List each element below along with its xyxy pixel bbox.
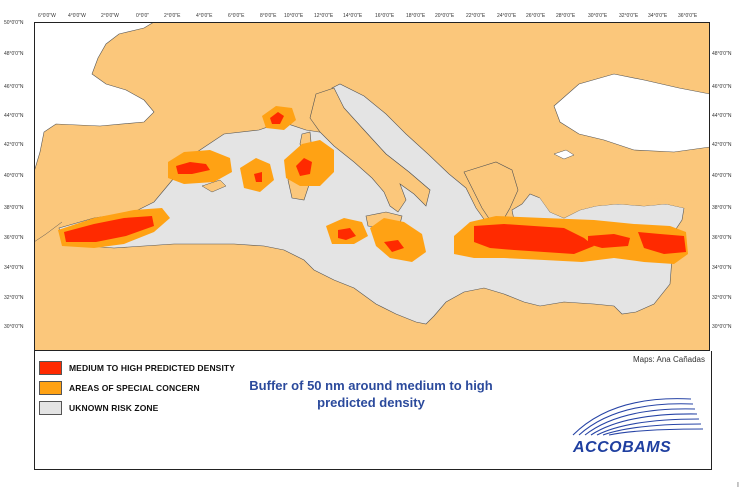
- lon-label: 14°0'0"E: [343, 13, 363, 19]
- lon-label: 8°0'0"E: [260, 13, 277, 19]
- legend-swatch: [39, 401, 62, 415]
- lat-label-left: 44°0'0"N: [4, 113, 24, 119]
- lon-label: 12°0'0"E: [314, 13, 334, 19]
- map-caption: Buffer of 50 nm around medium to high pr…: [231, 377, 511, 411]
- greece: [463, 161, 519, 223]
- lat-label-right: 46°0'0"N: [712, 84, 732, 90]
- lat-label-right: 48°0'0"N: [712, 51, 732, 57]
- lon-label: 20°0'0"E: [435, 13, 455, 19]
- density-levant: [638, 232, 686, 254]
- caption-line-2: predicted density: [317, 395, 425, 410]
- legend-item-unknown-risk: UKNOWN RISK ZONE: [39, 401, 158, 415]
- map-border-rect: [34, 22, 710, 351]
- caption-line-1: Buffer of 50 nm around medium to high: [249, 378, 493, 393]
- map-credit: Maps: Ana Cañadas: [632, 355, 705, 364]
- lon-label: 36°0'0"E: [678, 13, 698, 19]
- density-balearic: [176, 162, 210, 174]
- density-ligurian: [270, 112, 284, 124]
- logo-waves-icon: [572, 398, 704, 436]
- legend-panel: MEDIUM TO HIGH PREDICTED DENSITY AREAS O…: [34, 351, 712, 470]
- lon-label: 4°0'0"W: [68, 13, 86, 19]
- lat-label-left: 48°0'0"N: [4, 51, 24, 57]
- lon-label: 32°0'0"E: [619, 13, 639, 19]
- legend-item-special-concern: AREAS OF SPECIAL CONCERN: [39, 381, 200, 395]
- lon-label: 2°0'0"W: [101, 13, 119, 19]
- sea-of-marmara: [553, 149, 575, 160]
- lat-label-left: 34°0'0"N: [4, 265, 24, 271]
- lon-label: 24°0'0"E: [497, 13, 517, 19]
- density-alboran: [64, 216, 154, 242]
- black-sea: [553, 73, 710, 153]
- lat-label-left: 30°0'0"N: [4, 324, 24, 330]
- lon-label: 30°0'0"E: [588, 13, 608, 19]
- density-rhodes: [588, 234, 630, 248]
- lat-label-left: 50°0'0"N: [4, 20, 24, 26]
- legend-label: UKNOWN RISK ZONE: [69, 403, 159, 413]
- density-tyrrhenian: [296, 158, 312, 176]
- lat-label-left: 40°0'0"N: [4, 173, 24, 179]
- lon-label: 0°0'0": [136, 13, 150, 19]
- lon-label: 6°0'0"W: [38, 13, 56, 19]
- lat-label-left: 38°0'0"N: [4, 205, 24, 211]
- lon-label: 16°0'0"E: [375, 13, 395, 19]
- lat-label-left: 36°0'0"N: [4, 235, 24, 241]
- map-border: [34, 22, 710, 351]
- lat-label-left: 42°0'0"N: [4, 142, 24, 148]
- legend-swatch: [39, 361, 62, 375]
- lon-label: 22°0'0"E: [466, 13, 486, 19]
- lon-label: 6°0'0"E: [228, 13, 245, 19]
- lat-label-right: 40°0'0"N: [712, 173, 732, 179]
- lon-label: 26°0'0"E: [526, 13, 546, 19]
- lat-label-right: 42°0'0"N: [712, 142, 732, 148]
- lat-label-right: 34°0'0"N: [712, 265, 732, 271]
- lon-label: 10°0'0"E: [284, 13, 304, 19]
- lon-label: 34°0'0"E: [648, 13, 668, 19]
- lat-label-left: 32°0'0"N: [4, 295, 24, 301]
- turkey-coast: [534, 182, 710, 222]
- density-ionian: [384, 240, 404, 252]
- lat-label-right: 44°0'0"N: [712, 113, 732, 119]
- lon-label: 18°0'0"E: [406, 13, 426, 19]
- lon-label: 28°0'0"E: [556, 13, 576, 19]
- lat-label-right: 38°0'0"N: [712, 205, 732, 211]
- legend-swatch: [39, 381, 62, 395]
- map-frame: [34, 22, 710, 351]
- lat-label-right: 30°0'0"N: [712, 324, 732, 330]
- accobams-logo: ACCOBAMS: [563, 389, 711, 467]
- lon-label: 2°0'0"E: [164, 13, 181, 19]
- legend-label: AREAS OF SPECIAL CONCERN: [69, 383, 200, 393]
- lat-label-right: 36°0'0"N: [712, 235, 732, 241]
- page-mark: I: [737, 482, 739, 489]
- atlantic-ocean: [34, 22, 155, 173]
- mediterranean-map: [34, 22, 710, 351]
- density-hellenic: [474, 224, 594, 254]
- legend-label: MEDIUM TO HIGH PREDICTED DENSITY: [69, 363, 235, 373]
- logo-text: ACCOBAMS: [573, 439, 672, 456]
- high-density-areas: [64, 112, 686, 254]
- density-sicily-channel: [338, 228, 356, 240]
- italy-peninsula: [309, 87, 431, 213]
- lat-label-left: 46°0'0"N: [4, 84, 24, 90]
- density-sardinia-west: [254, 172, 262, 182]
- atlantic-coast-detail: [34, 221, 63, 243]
- lat-label-right: 32°0'0"N: [712, 295, 732, 301]
- lon-label: 4°0'0"E: [196, 13, 213, 19]
- legend-item-high-density: MEDIUM TO HIGH PREDICTED DENSITY: [39, 361, 235, 375]
